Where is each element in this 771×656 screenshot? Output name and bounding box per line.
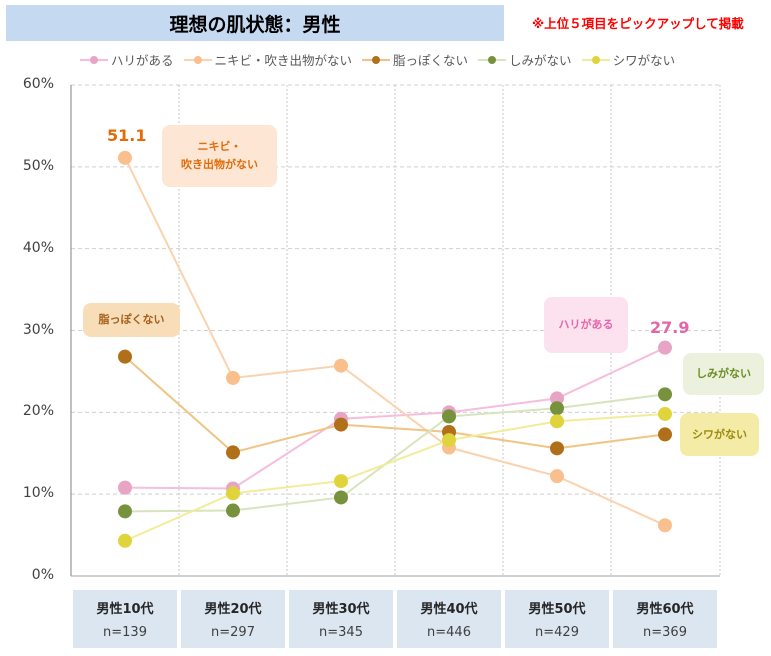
x-category: 男性40代 n=446 bbox=[397, 590, 501, 648]
data-point-2 bbox=[118, 349, 132, 364]
x-tick-label: 男性20代 bbox=[204, 602, 262, 617]
y-tick-label: 20% bbox=[22, 403, 54, 420]
value-label-27: 27.9 bbox=[650, 318, 690, 337]
data-point-0 bbox=[658, 340, 672, 355]
legend-marker bbox=[362, 55, 391, 64]
data-point-4 bbox=[550, 414, 564, 429]
x-category: 男性60代 n=369 bbox=[613, 590, 717, 648]
data-point-0 bbox=[118, 480, 132, 495]
data-point-4 bbox=[334, 474, 348, 489]
x-tick-label: 男性50代 bbox=[528, 602, 586, 617]
series-line-0 bbox=[124, 346, 666, 490]
series-line-2 bbox=[124, 355, 666, 454]
sample-size: n=369 bbox=[643, 625, 687, 640]
legend-label: ニキビ・吹き出物がない bbox=[214, 53, 353, 68]
data-point-2 bbox=[550, 441, 564, 456]
chart-title: 理想の肌状態：男性 bbox=[6, 5, 504, 41]
note: ※上位５項目をピックアップして掲載 bbox=[532, 16, 744, 31]
data-point-4 bbox=[658, 406, 672, 421]
legend-label: シワがない bbox=[612, 53, 676, 68]
x-tick-label: 男性40代 bbox=[420, 602, 478, 617]
y-tick-label: 0% bbox=[31, 567, 54, 583]
data-point-3 bbox=[226, 503, 240, 518]
callout-nikibi: ニキビ・ 吹き出物がない bbox=[162, 125, 277, 187]
callout-abura: 脂っぽくない bbox=[83, 303, 180, 337]
callout-abura-text: 脂っぽくない bbox=[98, 313, 165, 327]
sample-size: n=345 bbox=[319, 625, 363, 640]
x-tick-label: 男性30代 bbox=[312, 602, 370, 617]
legend-marker bbox=[80, 55, 108, 64]
data-point-1 bbox=[118, 150, 132, 165]
data-point-1 bbox=[226, 370, 240, 385]
x-category: 男性10代 n=139 bbox=[73, 590, 177, 648]
legend-label: ハリがある bbox=[111, 53, 174, 68]
legend-marker bbox=[581, 55, 610, 64]
data-point-2 bbox=[658, 427, 672, 442]
legend-item: ハリがある bbox=[80, 50, 174, 69]
data-point-0 bbox=[550, 391, 564, 406]
legend-item: ニキビ・吹き出物がない bbox=[183, 50, 353, 69]
x-tick-label: 男性10代 bbox=[96, 602, 154, 617]
legend-label: しみがない bbox=[509, 53, 572, 68]
x-tick-label: 男性60代 bbox=[636, 602, 694, 617]
sample-size: n=429 bbox=[535, 625, 579, 640]
callout-hari-text: ハリがある bbox=[558, 318, 614, 332]
data-point-3 bbox=[658, 387, 672, 402]
series-line-1 bbox=[124, 157, 666, 527]
data-point-1 bbox=[658, 518, 672, 533]
callout-shiwa: シワがない bbox=[680, 413, 759, 456]
sample-size: n=446 bbox=[427, 625, 471, 640]
series-line-4 bbox=[124, 412, 666, 542]
data-point-3 bbox=[442, 409, 456, 424]
sample-size: n=297 bbox=[211, 625, 255, 640]
legend-marker bbox=[183, 55, 212, 64]
y-tick-label: 60% bbox=[22, 76, 54, 92]
data-point-4 bbox=[442, 433, 456, 448]
y-tick-label: 10% bbox=[22, 485, 54, 502]
legend-item: 脂っぽくない bbox=[362, 50, 468, 69]
y-tick-label: 30% bbox=[22, 321, 54, 338]
legend: ハリがある ニキビ・吹き出物がない 脂っぽくない しみがない シワがない bbox=[80, 50, 675, 69]
callout-shimi-text: しみがない bbox=[696, 367, 751, 381]
data-point-1 bbox=[334, 358, 348, 373]
x-category: 男性50代 n=429 bbox=[505, 590, 609, 648]
legend-item: しみがない bbox=[478, 50, 572, 69]
callout-nikibi-text: ニキビ・ 吹き出物がない bbox=[181, 140, 258, 171]
legend-marker bbox=[478, 55, 507, 64]
series-line-3 bbox=[124, 393, 666, 513]
value-label-51: 51.1 bbox=[107, 126, 147, 145]
legend-label: 脂っぽくない bbox=[393, 53, 469, 68]
data-point-2 bbox=[226, 445, 240, 460]
data-point-4 bbox=[226, 486, 240, 501]
sample-size: n=139 bbox=[103, 625, 147, 640]
x-category: 男性30代 n=345 bbox=[289, 590, 393, 648]
data-point-3 bbox=[334, 490, 348, 505]
data-point-3 bbox=[118, 504, 132, 519]
callout-shimi: しみがない bbox=[683, 353, 764, 395]
data-point-1 bbox=[550, 469, 564, 484]
y-tick-label: 40% bbox=[22, 239, 54, 256]
callout-shiwa-text: シワがない bbox=[692, 427, 747, 441]
y-tick-label: 50% bbox=[22, 157, 54, 174]
data-point-4 bbox=[118, 533, 132, 548]
callout-hari: ハリがある bbox=[544, 297, 628, 353]
legend-item: シワがない bbox=[581, 50, 676, 69]
data-point-2 bbox=[334, 417, 348, 432]
x-category: 男性20代 n=297 bbox=[181, 590, 285, 648]
data-point-3 bbox=[550, 401, 564, 416]
